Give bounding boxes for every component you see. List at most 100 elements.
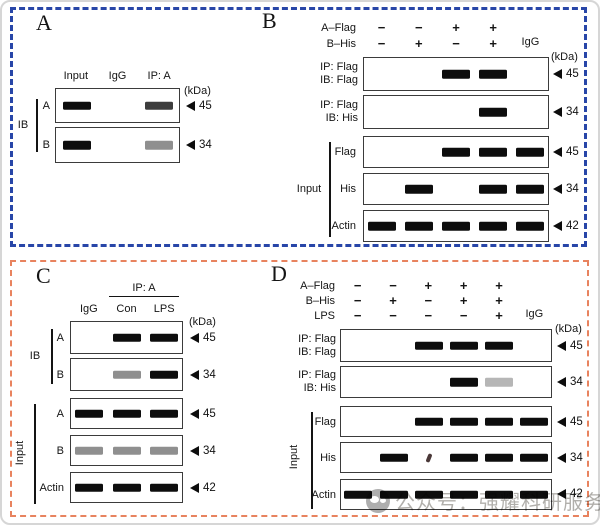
- blot-band: [515, 221, 544, 231]
- kda-marker: 45: [553, 146, 579, 158]
- blot-band: [478, 221, 507, 231]
- ib-bracket-line: [51, 329, 53, 384]
- ib-bracket-line: [36, 99, 38, 152]
- panel-a-kda-label: (kDa): [184, 85, 211, 97]
- condition-row-label: A–Flag: [321, 22, 356, 34]
- blot-band: [449, 453, 478, 462]
- arrow-left-icon: [553, 69, 562, 79]
- condition-symbol: +: [495, 293, 503, 308]
- condition-row-values: − + − + +: [340, 293, 552, 308]
- blot-band: [149, 483, 178, 492]
- kda-value: 42: [203, 482, 216, 494]
- condition-row-label: B–His: [305, 295, 335, 307]
- ip-line: IP: Flag: [298, 369, 336, 381]
- ib-group-label: IB: [29, 350, 41, 362]
- blot-band: [414, 417, 443, 426]
- panel-a-lane-headers: Input IgG IP: A: [55, 70, 180, 84]
- blot-band: [478, 184, 507, 194]
- blot-band: [442, 69, 470, 79]
- kda-value: 34: [203, 369, 216, 381]
- arrow-left-icon: [557, 417, 566, 427]
- blot-row-label: Flag: [334, 146, 356, 158]
- blot-row-label: Actin: [331, 220, 356, 232]
- blot-band: [449, 490, 478, 499]
- lane-header-label: LPS: [153, 303, 175, 315]
- condition-symbol: +: [459, 293, 468, 308]
- blot-band: [405, 221, 434, 231]
- ip-ib-label: IP: Flag IB: His: [286, 99, 358, 125]
- blot-band: [484, 490, 513, 499]
- blot-band: [414, 341, 443, 350]
- arrow-left-icon: [190, 370, 199, 380]
- kda-value: 45: [203, 408, 216, 420]
- ip-a-overline-label: IP: A: [109, 282, 179, 297]
- blot-band: [442, 147, 470, 157]
- blot-band: [379, 490, 408, 499]
- condition-row-values: − − + +: [363, 20, 549, 35]
- condition-symbol: +: [415, 36, 423, 51]
- input-group-label: Input: [296, 183, 322, 195]
- arrow-left-icon: [553, 147, 562, 157]
- panel-c-lane-headers: IgG Con LPS: [70, 303, 183, 317]
- condition-symbol: +: [424, 278, 433, 293]
- input-bracket-line: [311, 412, 313, 509]
- condition-symbol: +: [459, 278, 468, 293]
- arrow-left-icon: [557, 489, 566, 499]
- kda-value: 45: [199, 100, 212, 112]
- blot-band: [484, 341, 513, 350]
- arrow-left-icon: [553, 107, 562, 117]
- arrow-left-icon: [553, 184, 562, 194]
- blot-row-label: B: [56, 445, 64, 457]
- blot-band: [75, 446, 104, 455]
- blot-band: [515, 147, 544, 157]
- ip-ib-label: IP: Flag IB: His: [262, 369, 336, 395]
- condition-symbol: −: [353, 293, 362, 308]
- chat-logo-icon: [366, 488, 390, 513]
- blot-band: [449, 417, 478, 426]
- condition-symbol: −: [353, 308, 362, 323]
- kda-marker: 45: [186, 100, 212, 112]
- panel-d-blot-ip-flag: [340, 329, 552, 362]
- blot-band: [449, 377, 478, 387]
- condition-row-label: B–His: [326, 38, 356, 50]
- blot-band: [484, 453, 513, 462]
- arrow-left-icon: [190, 446, 199, 456]
- kda-value: 34: [203, 445, 216, 457]
- blot-band: [149, 333, 178, 342]
- blot-band: [149, 409, 178, 418]
- panel-b-blot-ip-his: [363, 95, 549, 129]
- blot-band: [112, 483, 141, 492]
- kda-marker: 45: [190, 332, 216, 344]
- lane-header-label: IgG: [521, 36, 540, 48]
- condition-row-values: − − + + +: [340, 278, 552, 293]
- panel-b-kda-label: (kDa): [551, 51, 578, 63]
- ip-line: IP: Flag: [320, 99, 358, 111]
- kda-marker: 45: [557, 416, 583, 428]
- blot-band: [519, 453, 548, 462]
- ib-line: IB: His: [325, 112, 358, 124]
- blot-band: [62, 101, 91, 110]
- kda-marker: 42: [190, 482, 216, 494]
- blot-band: [515, 184, 544, 194]
- panel-c-kda-label: (kDa): [189, 316, 216, 328]
- ib-line: IB: Flag: [320, 74, 358, 86]
- blot-band: [449, 341, 478, 350]
- blot-band: [75, 409, 104, 418]
- kda-marker: 34: [186, 139, 212, 151]
- blot-band: [478, 147, 507, 157]
- blot-band: [442, 221, 470, 231]
- arrow-left-icon: [557, 341, 566, 351]
- blot-band: [144, 101, 173, 110]
- condition-symbol: +: [495, 278, 503, 293]
- panel-c-blot-ib-a: [70, 321, 183, 354]
- arrow-left-icon: [190, 333, 199, 343]
- blot-band: [478, 69, 507, 79]
- panel-c-blot-input-a: [70, 398, 183, 429]
- blot-band: [149, 446, 178, 455]
- blot-band: [519, 490, 548, 499]
- blot-band: [424, 452, 433, 463]
- blot-band: [484, 377, 513, 387]
- kda-value: 34: [570, 452, 583, 464]
- kda-marker: 34: [557, 452, 583, 464]
